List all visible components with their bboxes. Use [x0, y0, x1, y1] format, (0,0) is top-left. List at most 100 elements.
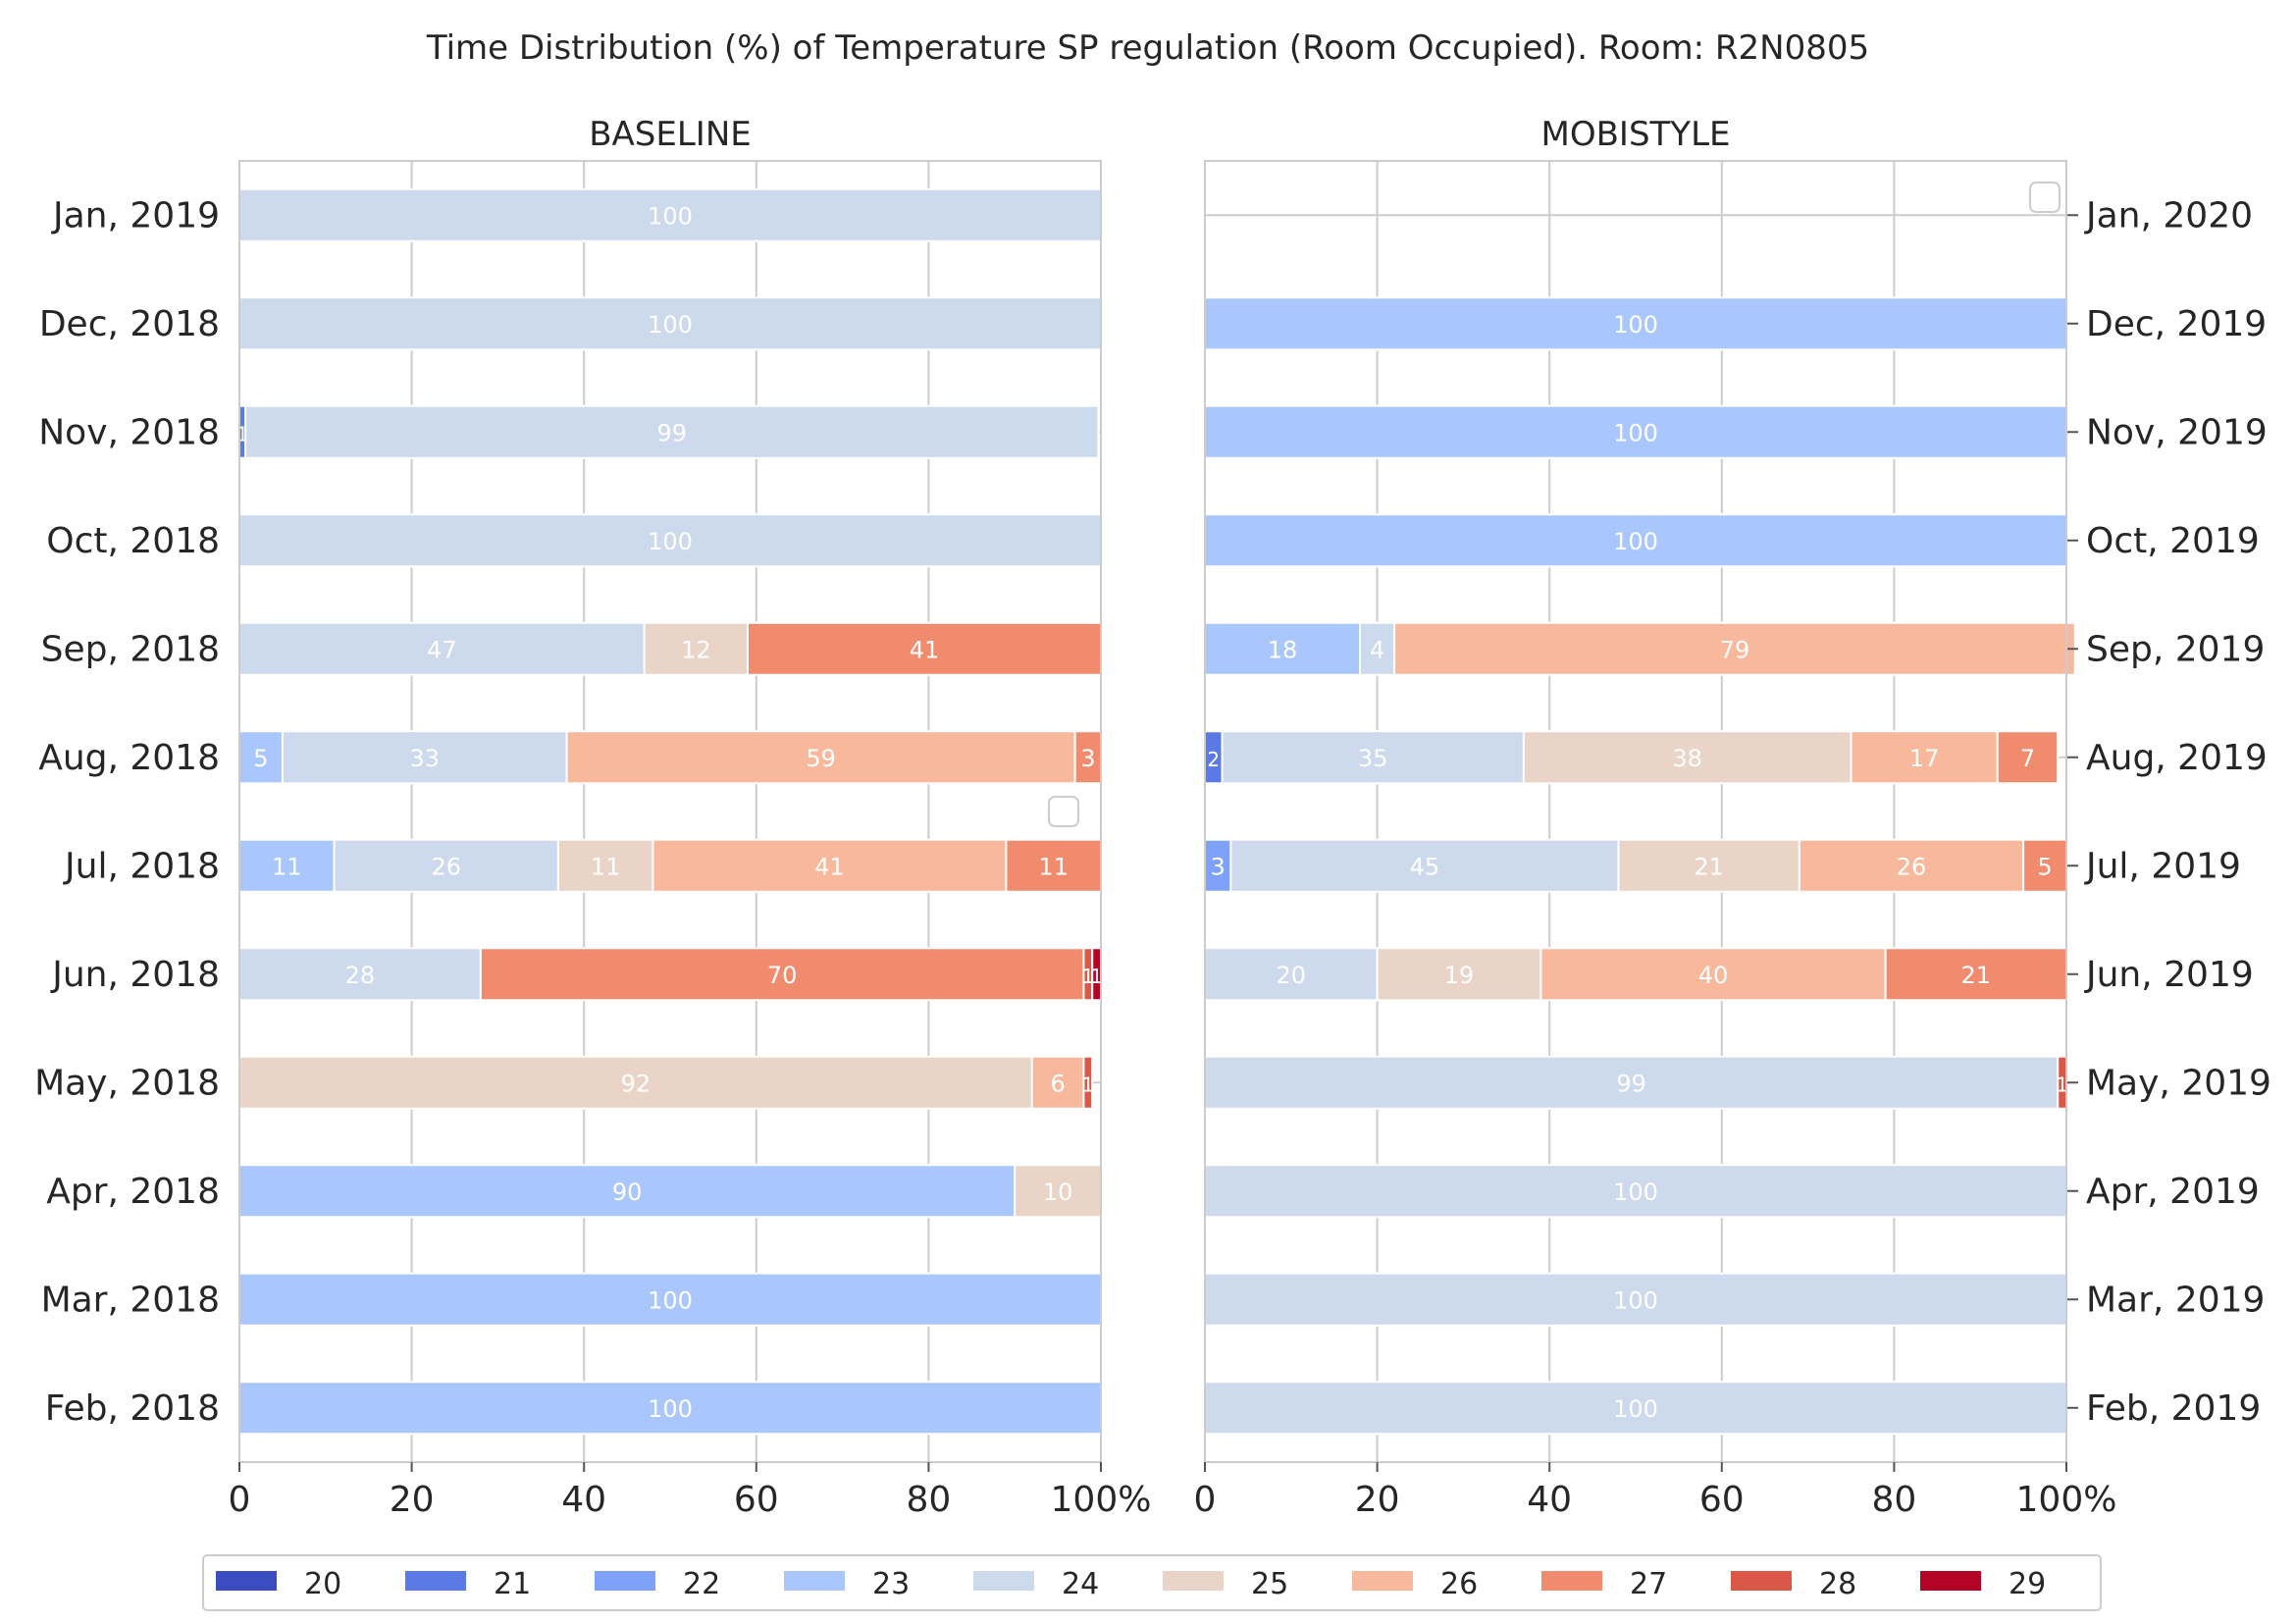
bar-value-label: 5 — [2037, 853, 2052, 880]
bar-value-label: 26 — [431, 853, 461, 880]
bar-value-label: 100 — [1613, 1395, 1658, 1423]
legend-swatch — [1352, 1571, 1413, 1591]
category-tick-label: Jul, 2018 — [63, 846, 220, 886]
bar-value-label: 3 — [1211, 853, 1226, 880]
category-tick-label: Feb, 2019 — [2086, 1388, 2261, 1429]
bar-value-label: 1 — [2056, 1073, 2068, 1096]
bar-value-label: 2 — [1207, 748, 1220, 771]
bar-segment — [1204, 838, 1232, 893]
legend-swatch — [784, 1571, 845, 1591]
category-tick-label: Jul, 2019 — [2084, 846, 2241, 886]
bar-value-label: 3 — [1080, 745, 1095, 772]
bar-segment — [238, 1381, 1102, 1436]
x-tick-label: 40 — [1527, 1480, 1572, 1520]
x-tick-label: 20 — [1355, 1480, 1400, 1520]
x-tick-label: 100% — [1051, 1480, 1152, 1520]
x-tick-label: 80 — [906, 1480, 951, 1520]
legend-label: 28 — [1819, 1567, 1856, 1601]
category-tick-label: Sep, 2019 — [2086, 629, 2265, 669]
figure-title: Time Distribution (%) of Temperature SP … — [426, 28, 1869, 68]
legend-swatch — [1731, 1571, 1792, 1591]
bar-segment — [1376, 947, 1542, 1002]
bar-value-label: 1 — [1090, 965, 1103, 988]
bar-segment — [1014, 1164, 1102, 1219]
bar-segment — [1798, 838, 2025, 893]
bar-value-label: 10 — [1043, 1178, 1073, 1206]
bar-segment — [238, 513, 1102, 568]
bar-value-label: 41 — [910, 636, 940, 663]
category-tick-label: Jun, 2019 — [2084, 955, 2254, 995]
legend: 20 21 22 23 24 25 26 27 28 29 — [202, 1554, 2102, 1611]
category-tick-label: Mar, 2019 — [2086, 1280, 2265, 1320]
bar-value-label: 21 — [1694, 853, 1724, 880]
bar-value-label: 11 — [272, 853, 302, 880]
legend-label: 25 — [1251, 1567, 1288, 1601]
bar-segment — [643, 621, 750, 676]
bar-segment — [244, 404, 1100, 459]
legend-label: 29 — [2009, 1567, 2046, 1601]
bar-segment — [1073, 730, 1103, 785]
category-tick-label: Mar, 2018 — [41, 1280, 220, 1320]
bar-value-label: 100 — [648, 311, 693, 339]
bar-value-label: 100 — [1613, 419, 1658, 446]
bar-value-label: 100 — [1613, 311, 1658, 339]
bar-value-label: 5 — [253, 745, 268, 772]
bar-value-label: 47 — [427, 636, 457, 663]
bar-segment — [1204, 947, 1379, 1002]
category-tick-label: Dec, 2018 — [39, 304, 220, 344]
legend-swatch — [973, 1571, 1034, 1591]
bar-value-label: 100 — [648, 202, 693, 230]
bar-segment — [1204, 1164, 2067, 1219]
bar-value-label: 1 — [1081, 1073, 1094, 1096]
bar-segment — [1996, 730, 2060, 785]
bar-value-label: 92 — [621, 1070, 652, 1097]
bar-segment — [1082, 1055, 1094, 1110]
bar-segment — [1393, 621, 2076, 676]
bar-value-label: 18 — [1268, 636, 1298, 663]
panel-title: MOBISTYLE — [1541, 115, 1731, 154]
bar-value-label: 33 — [409, 745, 440, 772]
bar-value-label: 100 — [1613, 1286, 1658, 1314]
legend-label: 24 — [1062, 1567, 1099, 1601]
empty-legend-box — [2029, 182, 2061, 213]
panel-mobistyle: MOBISTYLE Jan, 2020 100 Dec, 2019 100 Nov, 20… — [1194, 115, 2271, 1520]
bar-segment — [1359, 621, 1396, 676]
legend-label: 27 — [1630, 1567, 1667, 1601]
category-tick-label: Apr, 2018 — [46, 1172, 220, 1212]
bar-value-label: 99 — [656, 419, 687, 446]
bar-segment — [238, 1164, 1017, 1219]
bar-segment — [238, 187, 1102, 242]
legend-swatch — [1541, 1571, 1602, 1591]
legend-label: 21 — [494, 1567, 531, 1601]
bar-value-label: 1 — [1081, 965, 1094, 988]
category-tick-label: Jun, 2018 — [50, 955, 220, 995]
x-tick-label: 0 — [229, 1480, 251, 1520]
x-tick-label: 80 — [1871, 1480, 1916, 1520]
bar-value-label: 100 — [648, 1395, 693, 1423]
bar-segment — [1884, 947, 2067, 1002]
bar-value-label: 40 — [1698, 962, 1729, 989]
bar-segment — [1229, 838, 1620, 893]
category-tick-label: Aug, 2018 — [38, 738, 220, 778]
bar-value-label: 100 — [648, 528, 693, 555]
legend-swatch — [1163, 1571, 1224, 1591]
category-tick-label: May, 2018 — [34, 1063, 220, 1103]
bar-value-label: 19 — [1444, 962, 1475, 989]
bar-value-label: 79 — [1720, 636, 1750, 663]
bar-segment — [479, 947, 1085, 1002]
legend-swatch — [595, 1571, 655, 1591]
bar-value-label: 6 — [1050, 1070, 1065, 1097]
category-tick-label: Oct, 2018 — [46, 521, 220, 561]
bar-value-label: 21 — [1961, 962, 1992, 989]
category-tick-label: Feb, 2018 — [45, 1388, 220, 1429]
bar-value-label: 12 — [681, 636, 711, 663]
x-tick-label: 60 — [734, 1480, 779, 1520]
bar-segment — [238, 1272, 1102, 1327]
bar-segment — [333, 838, 559, 893]
bar-value-label: 28 — [345, 962, 376, 989]
category-tick-label: Nov, 2018 — [38, 412, 220, 452]
plot-frame — [238, 160, 1102, 1463]
category-tick-label: Apr, 2019 — [2086, 1172, 2260, 1212]
